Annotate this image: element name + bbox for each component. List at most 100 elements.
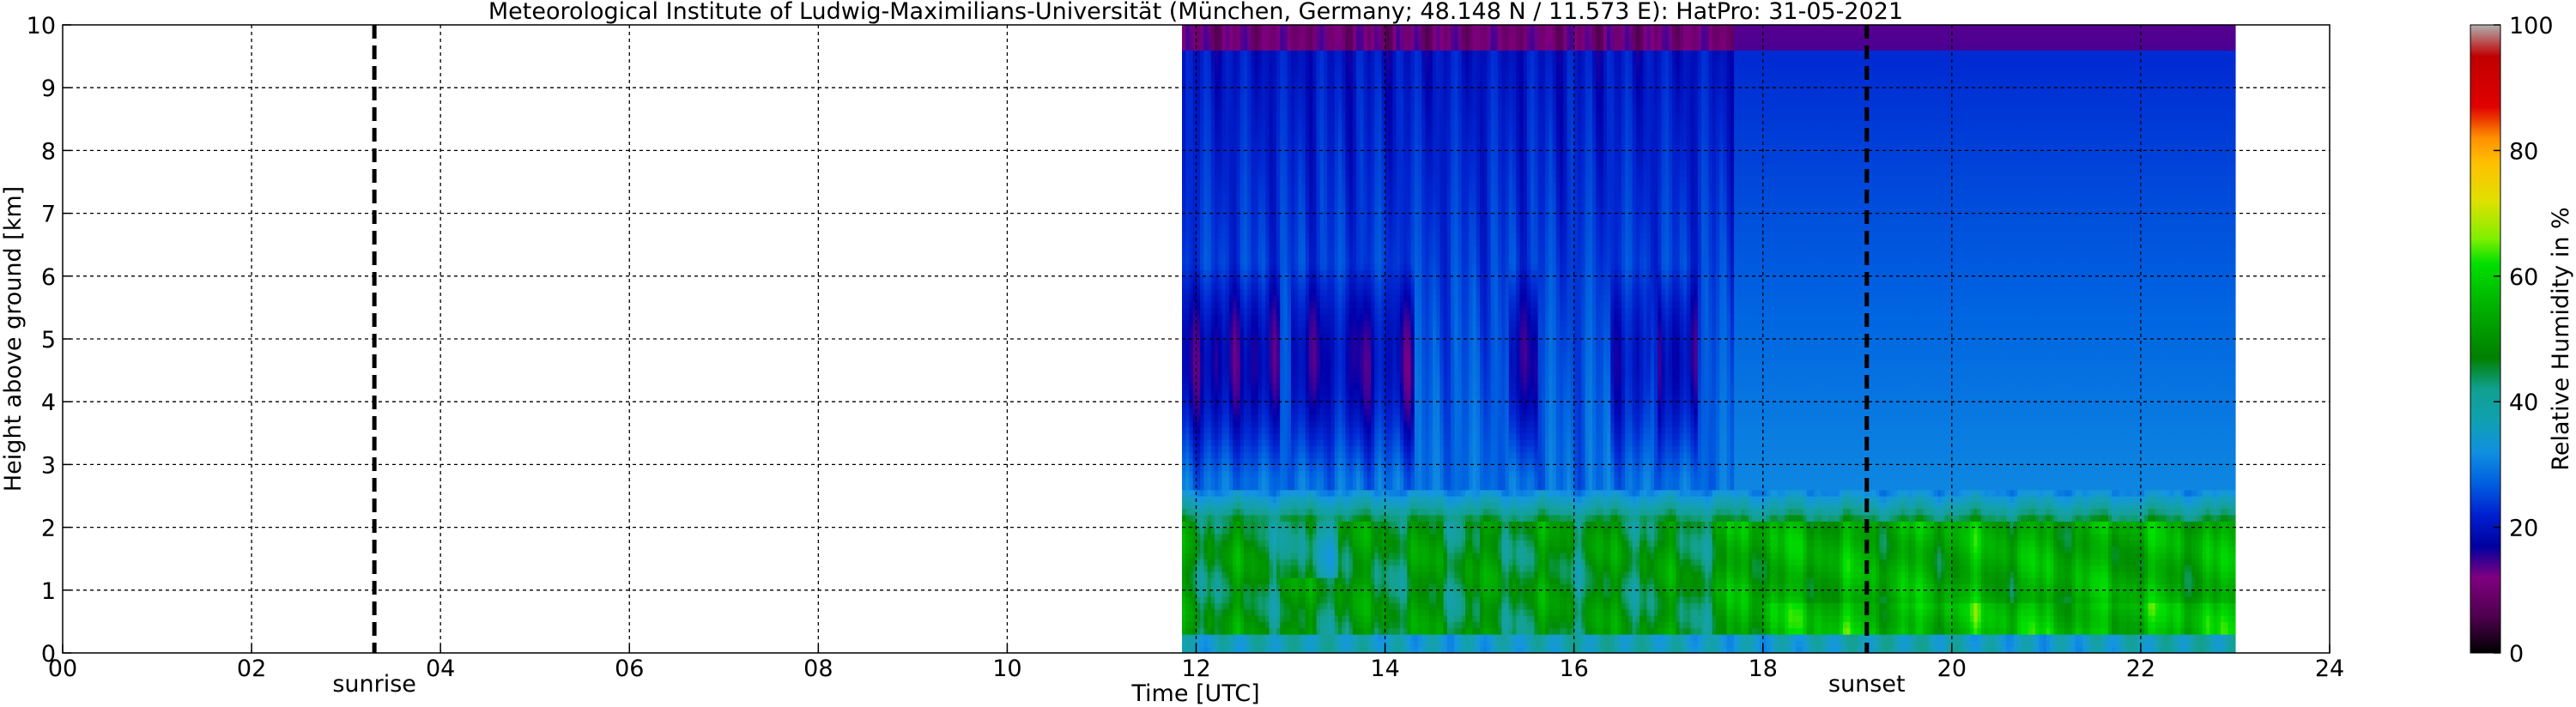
heatmap-cell	[1353, 182, 1357, 189]
heatmap-cell	[1320, 50, 1324, 57]
heatmap-cell	[1215, 426, 1219, 433]
heatmap-cell	[1294, 615, 1299, 622]
heatmap-cell	[1200, 596, 1204, 603]
heatmap-cell	[1240, 38, 1245, 45]
heatmap-cell	[1360, 352, 1364, 359]
heatmap-cell	[1262, 402, 1266, 408]
heatmap-cell	[1200, 320, 1204, 327]
heatmap-cell	[1353, 559, 1357, 565]
heatmap-cell	[1229, 414, 1233, 421]
heatmap-cell	[1338, 402, 1343, 408]
heatmap-cell	[1345, 596, 1349, 603]
heatmap-cell	[1276, 239, 1281, 245]
heatmap-cell	[1327, 239, 1331, 245]
heatmap-cell	[1229, 326, 1233, 333]
heatmap-cell	[1309, 125, 1313, 132]
heatmap-cell	[1345, 288, 1349, 295]
heatmap-cell	[1270, 69, 1274, 76]
heatmap-cell	[1306, 119, 1310, 126]
heatmap-cell	[1320, 358, 1324, 365]
heatmap-cell	[1342, 352, 1346, 359]
heatmap-cell	[1345, 452, 1349, 459]
heatmap-cell	[1312, 112, 1317, 119]
heatmap-cell	[1247, 621, 1252, 628]
heatmap-cell	[1356, 534, 1361, 541]
heatmap-cell	[1309, 76, 1313, 82]
heatmap-cell	[1208, 553, 1212, 559]
heatmap-cell	[1222, 509, 1227, 516]
heatmap-cell	[1330, 358, 1335, 365]
heatmap-cell	[1200, 377, 1204, 384]
heatmap-cell	[1288, 301, 1292, 308]
heatmap-cell	[1288, 565, 1292, 572]
heatmap-cell	[1312, 377, 1317, 384]
heatmap-cell	[1330, 314, 1335, 321]
heatmap-cell	[1330, 245, 1335, 251]
heatmap-cell	[1353, 547, 1357, 553]
heatmap-cell	[1312, 571, 1317, 578]
heatmap-cell	[1244, 596, 1248, 603]
heatmap-cell	[1317, 534, 1321, 541]
heatmap-cell	[1197, 138, 1201, 145]
heatmap-cell	[1203, 106, 1208, 113]
heatmap-cell	[1200, 426, 1204, 433]
heatmap-cell	[1338, 477, 1343, 484]
heatmap-cell	[1360, 615, 1364, 622]
heatmap-cell	[1327, 25, 1331, 32]
heatmap-cell	[1280, 371, 1284, 378]
heatmap-cell	[1247, 490, 1252, 497]
heatmap-cell	[1335, 377, 1339, 384]
heatmap-cell	[1218, 352, 1222, 359]
heatmap-cell	[1258, 628, 1263, 635]
heatmap-cell	[1320, 352, 1324, 359]
heatmap-cell	[1251, 590, 1255, 597]
heatmap-cell	[1251, 276, 1255, 283]
heatmap-cell	[1265, 25, 1270, 32]
heatmap-cell	[1312, 452, 1317, 459]
heatmap-cell	[1233, 220, 1237, 227]
heatmap-cell	[1349, 326, 1354, 333]
heatmap-cell	[1270, 371, 1274, 378]
heatmap-cell	[1270, 150, 1274, 157]
heatmap-cell	[1185, 125, 1190, 132]
heatmap-cell	[1283, 621, 1288, 628]
heatmap-cell	[1298, 276, 1302, 283]
heatmap-cell	[1356, 301, 1361, 308]
heatmap-cell	[1185, 534, 1190, 541]
heatmap-cell	[1185, 163, 1190, 170]
heatmap-cell	[1298, 63, 1302, 69]
heatmap-cell	[1330, 352, 1335, 359]
heatmap-cell	[1262, 214, 1266, 221]
heatmap-cell	[1324, 502, 1328, 509]
heatmap-cell	[1233, 276, 1237, 283]
heatmap-cell	[1236, 119, 1240, 126]
heatmap-cell	[1270, 634, 1274, 641]
heatmap-cell	[1288, 163, 1292, 170]
heatmap-cell	[1338, 628, 1343, 635]
heatmap-cell	[1233, 483, 1237, 490]
heatmap-cell	[1338, 426, 1343, 433]
heatmap-cell	[1262, 602, 1266, 609]
heatmap-cell	[1302, 377, 1306, 384]
heatmap-cell	[1262, 257, 1266, 264]
heatmap-cell	[1349, 577, 1354, 584]
heatmap-cell	[1226, 339, 1230, 346]
heatmap-cell	[1262, 528, 1266, 535]
heatmap-cell	[1226, 414, 1230, 421]
heatmap-cell	[1345, 540, 1349, 547]
heatmap-cell	[1327, 339, 1331, 346]
heatmap-cell	[1226, 301, 1230, 308]
heatmap-cell	[1288, 390, 1292, 396]
heatmap-cell	[1208, 94, 1212, 101]
heatmap-cell	[1211, 640, 1215, 647]
heatmap-cell	[1283, 176, 1288, 183]
heatmap-cell	[1247, 615, 1252, 622]
heatmap-cell	[1342, 452, 1346, 459]
heatmap-cell	[1247, 402, 1252, 408]
heatmap-cell	[1283, 464, 1288, 471]
heatmap-cell	[1236, 295, 1240, 302]
heatmap-cell	[1255, 239, 1259, 245]
heatmap-cell	[1200, 534, 1204, 541]
heatmap-cell	[1203, 214, 1208, 221]
heatmap-cell	[1353, 288, 1357, 295]
